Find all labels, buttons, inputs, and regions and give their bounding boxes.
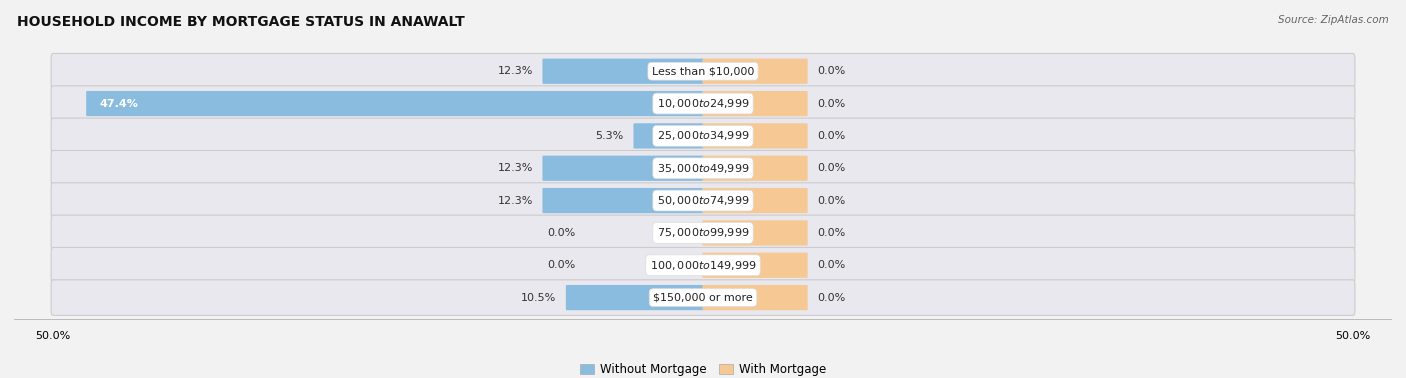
FancyBboxPatch shape xyxy=(51,150,1355,186)
Text: 0.0%: 0.0% xyxy=(817,99,845,108)
Text: 0.0%: 0.0% xyxy=(817,195,845,206)
FancyBboxPatch shape xyxy=(703,220,807,246)
Text: 12.3%: 12.3% xyxy=(498,195,533,206)
Text: $10,000 to $24,999: $10,000 to $24,999 xyxy=(657,97,749,110)
FancyBboxPatch shape xyxy=(51,118,1355,154)
Text: $35,000 to $49,999: $35,000 to $49,999 xyxy=(657,162,749,175)
FancyBboxPatch shape xyxy=(543,156,703,181)
Text: 0.0%: 0.0% xyxy=(817,131,845,141)
FancyBboxPatch shape xyxy=(703,123,807,149)
FancyBboxPatch shape xyxy=(703,188,807,213)
FancyBboxPatch shape xyxy=(86,91,703,116)
Legend: Without Mortgage, With Mortgage: Without Mortgage, With Mortgage xyxy=(575,358,831,378)
Text: HOUSEHOLD INCOME BY MORTGAGE STATUS IN ANAWALT: HOUSEHOLD INCOME BY MORTGAGE STATUS IN A… xyxy=(17,15,464,29)
FancyBboxPatch shape xyxy=(51,280,1355,315)
Text: 5.3%: 5.3% xyxy=(596,131,624,141)
FancyBboxPatch shape xyxy=(543,188,703,213)
Text: Source: ZipAtlas.com: Source: ZipAtlas.com xyxy=(1278,15,1389,25)
FancyBboxPatch shape xyxy=(703,253,807,278)
Text: $25,000 to $34,999: $25,000 to $34,999 xyxy=(657,129,749,143)
Text: $150,000 or more: $150,000 or more xyxy=(654,293,752,303)
FancyBboxPatch shape xyxy=(703,91,807,116)
FancyBboxPatch shape xyxy=(51,248,1355,283)
Text: $50,000 to $74,999: $50,000 to $74,999 xyxy=(657,194,749,207)
Text: Less than $10,000: Less than $10,000 xyxy=(652,66,754,76)
Text: 10.5%: 10.5% xyxy=(520,293,557,303)
Text: $100,000 to $149,999: $100,000 to $149,999 xyxy=(650,259,756,272)
FancyBboxPatch shape xyxy=(634,123,703,149)
FancyBboxPatch shape xyxy=(543,59,703,84)
Text: 47.4%: 47.4% xyxy=(100,99,139,108)
FancyBboxPatch shape xyxy=(703,285,807,310)
Text: 0.0%: 0.0% xyxy=(817,260,845,270)
Text: 0.0%: 0.0% xyxy=(817,66,845,76)
Text: 0.0%: 0.0% xyxy=(817,163,845,173)
Text: 12.3%: 12.3% xyxy=(498,66,533,76)
FancyBboxPatch shape xyxy=(703,59,807,84)
FancyBboxPatch shape xyxy=(51,53,1355,89)
FancyBboxPatch shape xyxy=(51,215,1355,251)
FancyBboxPatch shape xyxy=(565,285,703,310)
Text: 0.0%: 0.0% xyxy=(817,293,845,303)
Text: 12.3%: 12.3% xyxy=(498,163,533,173)
FancyBboxPatch shape xyxy=(51,183,1355,218)
FancyBboxPatch shape xyxy=(703,156,807,181)
FancyBboxPatch shape xyxy=(51,86,1355,121)
Text: 0.0%: 0.0% xyxy=(547,228,575,238)
Text: 0.0%: 0.0% xyxy=(817,228,845,238)
Text: $75,000 to $99,999: $75,000 to $99,999 xyxy=(657,226,749,239)
Text: 0.0%: 0.0% xyxy=(547,260,575,270)
